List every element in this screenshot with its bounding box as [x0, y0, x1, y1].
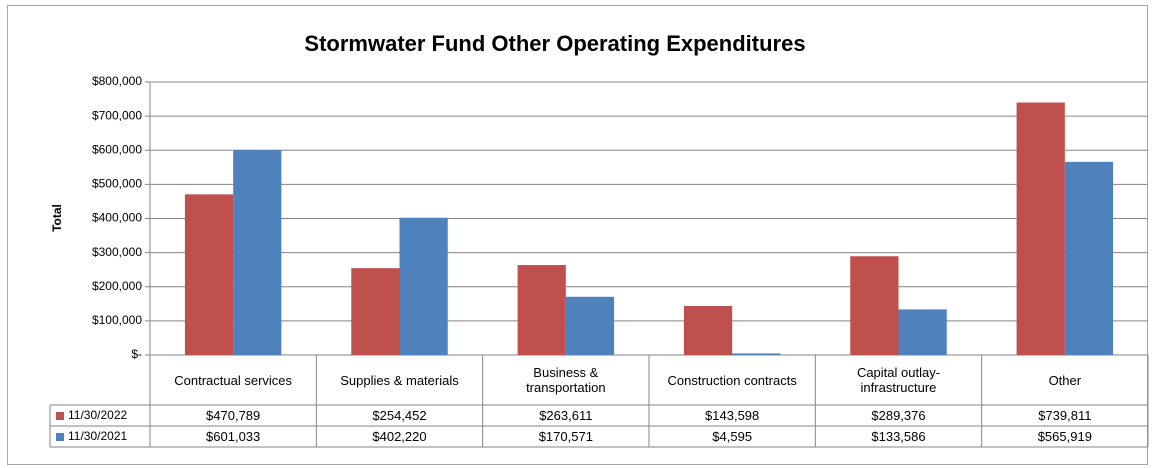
x-tick-label: Supplies & materials: [340, 372, 459, 388]
x-tick-label: Contractual services: [174, 372, 293, 388]
x-tick-label: Business & transportation: [526, 365, 606, 395]
bar: [184, 194, 234, 355]
legend-key: [56, 411, 64, 420]
legend-entry: 11/30/2022: [50, 405, 150, 426]
data-label: $470,789: [206, 408, 261, 423]
legend-entry: 11/30/2021: [50, 426, 150, 447]
bar: [1064, 161, 1114, 355]
bar: [565, 296, 615, 355]
x-tick-label: Capital outlay-infrastructure: [856, 365, 941, 395]
bar: [850, 256, 899, 355]
bar: [351, 268, 400, 355]
y-tick-label: $800,000: [92, 74, 142, 88]
x-tick-label: Construction contracts: [667, 372, 797, 388]
data-label: $739,811: [1038, 408, 1092, 423]
bar: [517, 265, 566, 355]
y-axis-title: Total: [50, 204, 64, 232]
chart-title: Stormwater Fund Other Operating Expendit…: [304, 31, 805, 56]
bar: [898, 309, 947, 355]
y-tick-label: $-: [131, 347, 142, 361]
y-tick-label: $200,000: [92, 279, 142, 293]
data-label: $601,033: [206, 429, 261, 444]
y-tick-label: $100,000: [92, 313, 142, 327]
data-label: $565,919: [1037, 429, 1092, 444]
data-label: $289,376: [871, 408, 926, 423]
bar: [399, 217, 448, 355]
y-tick-label: $400,000: [92, 211, 142, 225]
bar: [1016, 102, 1065, 356]
y-tick-label: $500,000: [92, 177, 142, 191]
data-label: $143,598: [705, 408, 760, 423]
y-tick-label: $600,000: [92, 142, 142, 156]
y-tick-label: $700,000: [92, 108, 142, 122]
legend-key: [56, 432, 64, 441]
y-tick-label: $300,000: [92, 245, 142, 259]
data-label: $263,611: [539, 408, 593, 423]
bar: [732, 353, 781, 355]
data-label: $402,220: [372, 429, 427, 444]
data-label: $133,586: [871, 429, 926, 444]
data-label: $170,571: [538, 429, 593, 444]
bar: [683, 305, 733, 355]
x-tick-label: Other: [1048, 372, 1082, 388]
data-label: $4,595: [712, 429, 753, 444]
legend-label: 11/30/2021: [68, 429, 128, 443]
data-label: $254,452: [372, 408, 427, 423]
bar: [233, 149, 282, 355]
legend-label: 11/30/2022: [68, 408, 128, 422]
